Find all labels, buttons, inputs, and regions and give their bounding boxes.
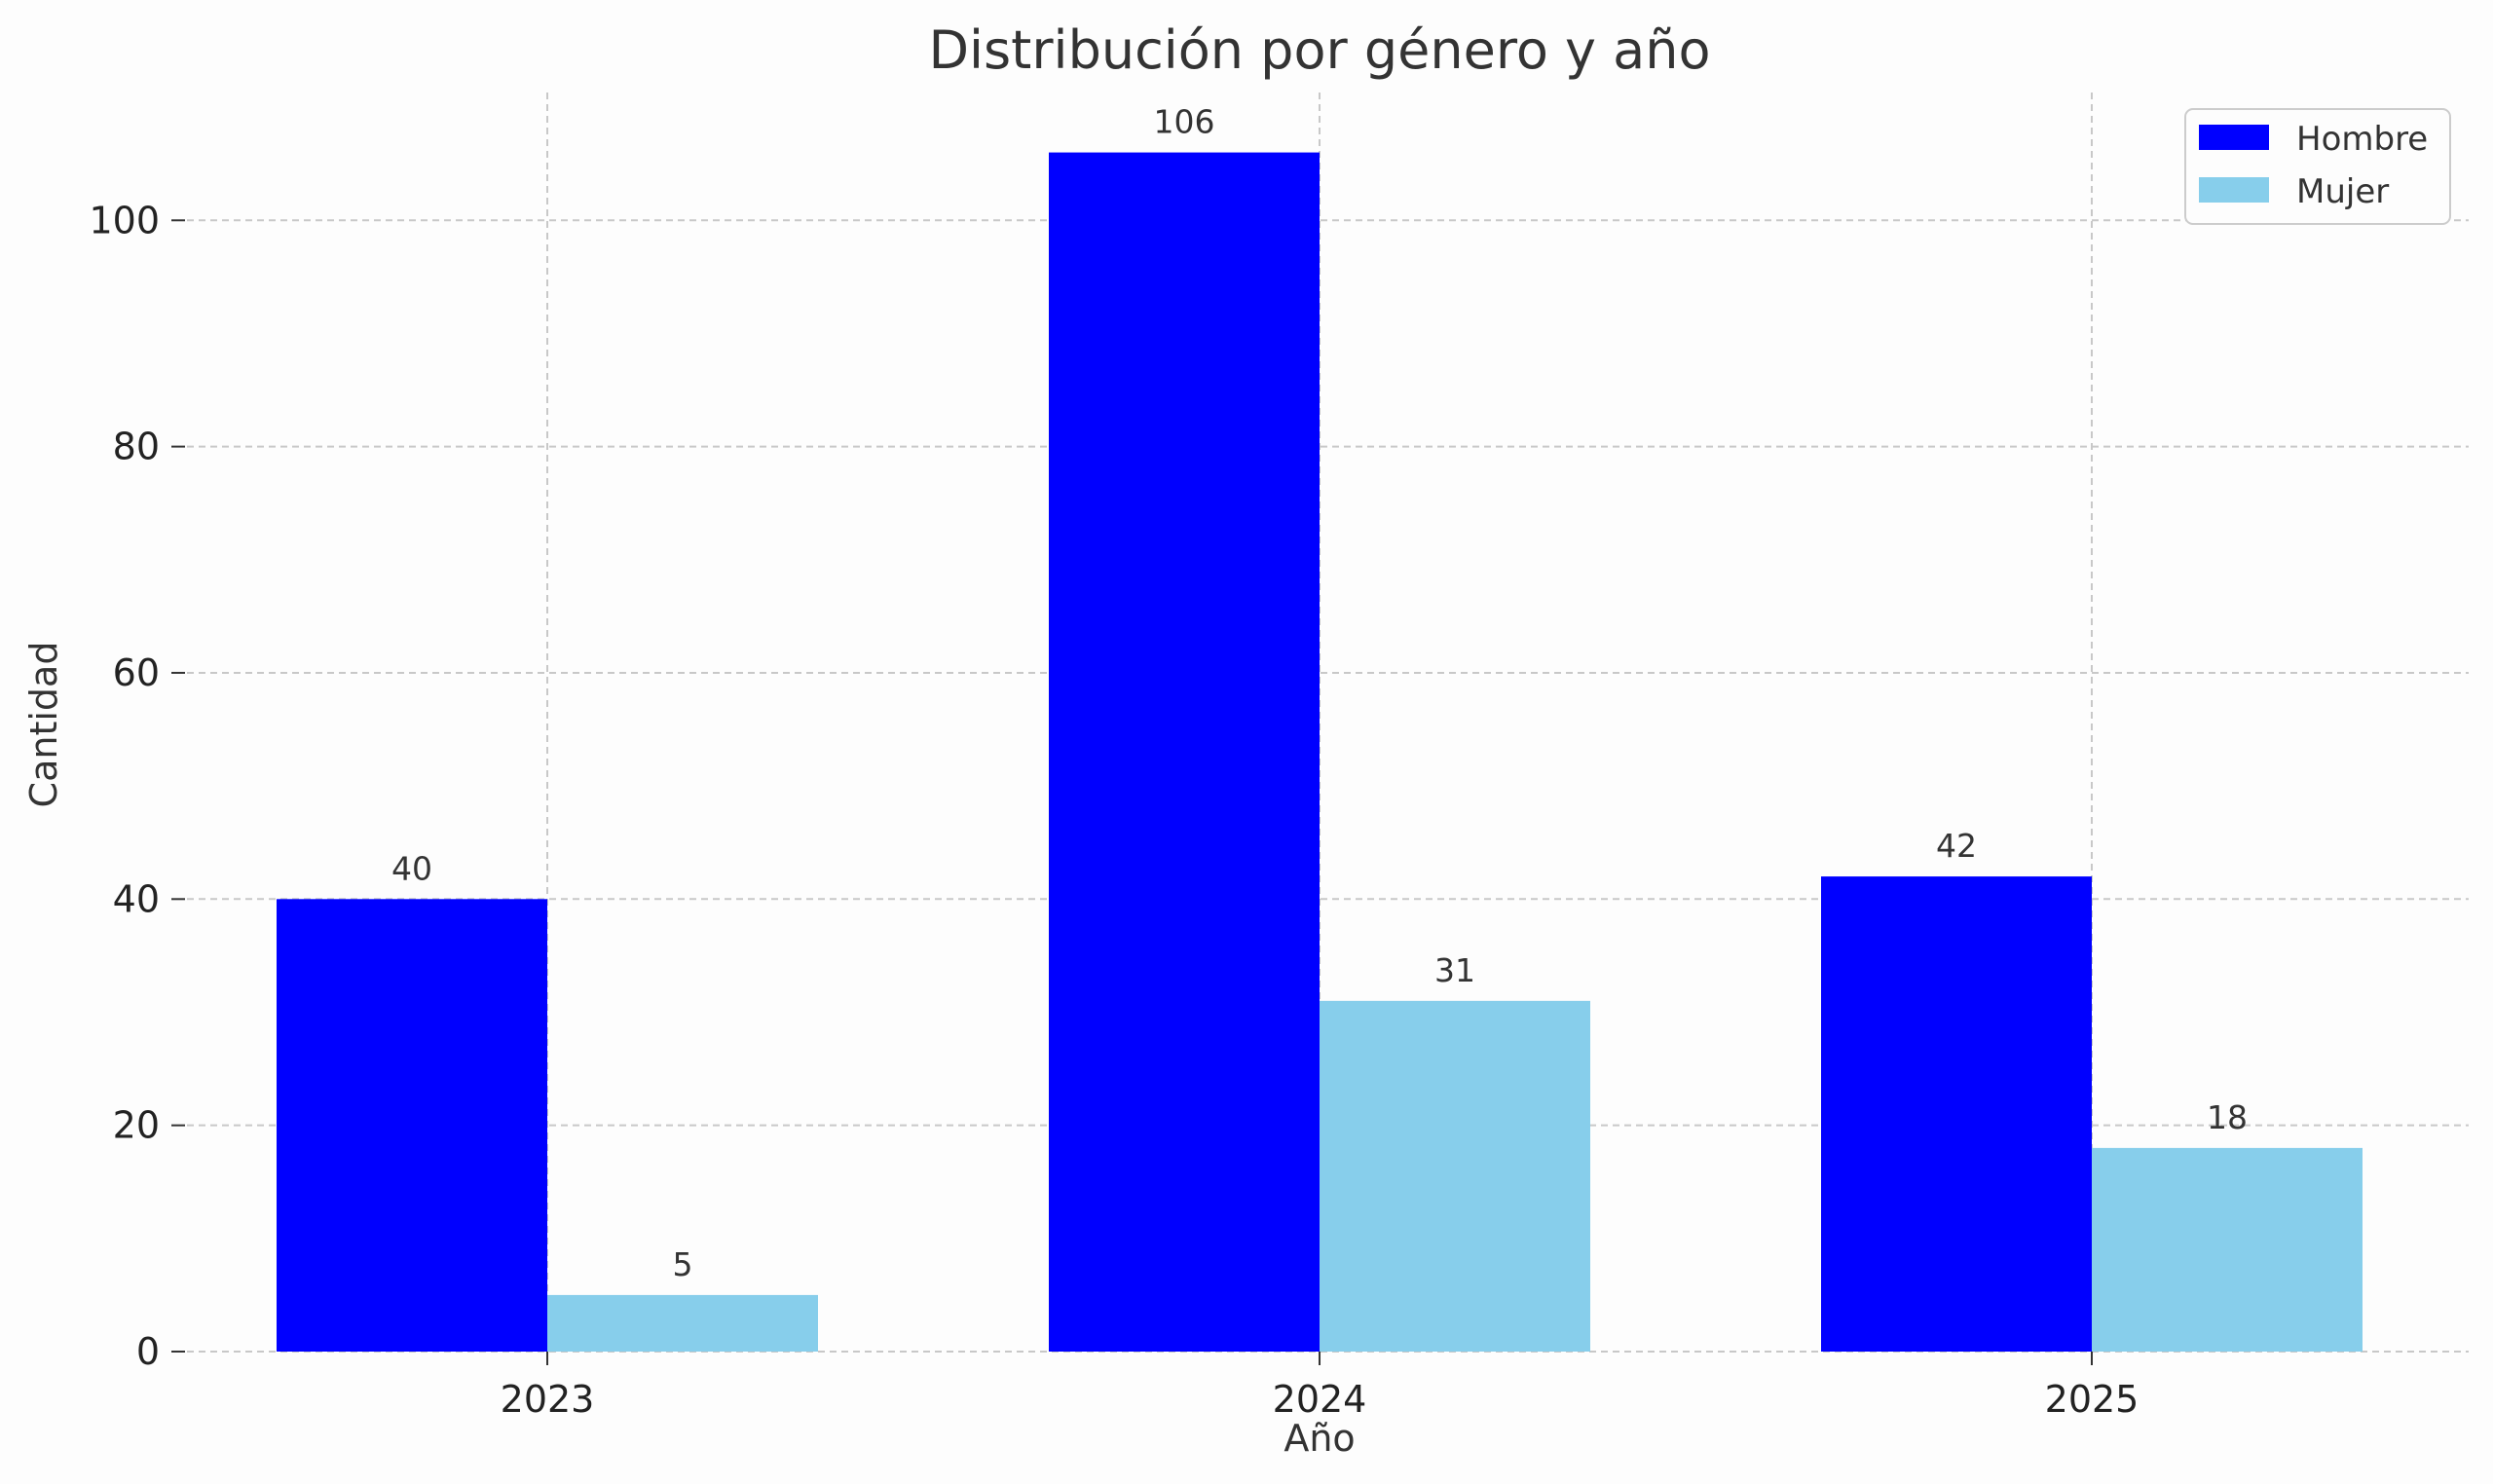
x-tick-label: 2023: [501, 1378, 595, 1421]
data-label-mujer-2025: 18: [2207, 1098, 2248, 1136]
bar-mujer-2023: [547, 1294, 818, 1352]
bar-hombre-2024: [1049, 152, 1320, 1353]
data-label-hombre-2024: 106: [1154, 103, 1215, 141]
y-axis-label: Cantidad: [22, 642, 65, 808]
bar-hombre-2025: [1821, 876, 2092, 1352]
y-tick-label: 0: [136, 1330, 160, 1373]
data-label-hombre-2023: 40: [391, 849, 432, 887]
x-axis-label: Año: [1284, 1417, 1355, 1460]
bar-hombre-2023: [277, 899, 547, 1352]
legend: Hombre Mujer: [2184, 108, 2451, 225]
bar-mujer-2025: [2092, 1147, 2363, 1352]
x-tick-label: 2025: [2045, 1378, 2140, 1421]
data-label-mujer-2023: 5: [673, 1245, 693, 1283]
bar-layer: [277, 152, 2363, 1353]
x-tick-label: 2024: [1273, 1378, 1367, 1421]
y-tick-label: 60: [113, 651, 160, 694]
legend-label-hombre: Hombre: [2296, 120, 2428, 159]
y-tick-label: 40: [113, 877, 160, 920]
axis-layer: 0 20 40 60 80 100 2023 2024 2025: [89, 199, 2139, 1421]
legend-swatch-mujer: [2199, 177, 2269, 203]
legend-swatch-hombre: [2199, 125, 2269, 150]
data-label-layer: 40 106 42 5 31 18: [391, 103, 2248, 1283]
data-label-hombre-2025: 42: [1936, 827, 1977, 865]
y-tick-label: 100: [89, 199, 160, 241]
bar-mujer-2024: [1320, 1000, 1590, 1352]
y-tick-label: 20: [113, 1104, 160, 1147]
legend-label-mujer: Mujer: [2296, 172, 2389, 211]
chart-title: Distribución por género y año: [928, 19, 1710, 81]
data-label-mujer-2024: 31: [1434, 951, 1475, 989]
y-tick-label: 80: [113, 426, 160, 468]
